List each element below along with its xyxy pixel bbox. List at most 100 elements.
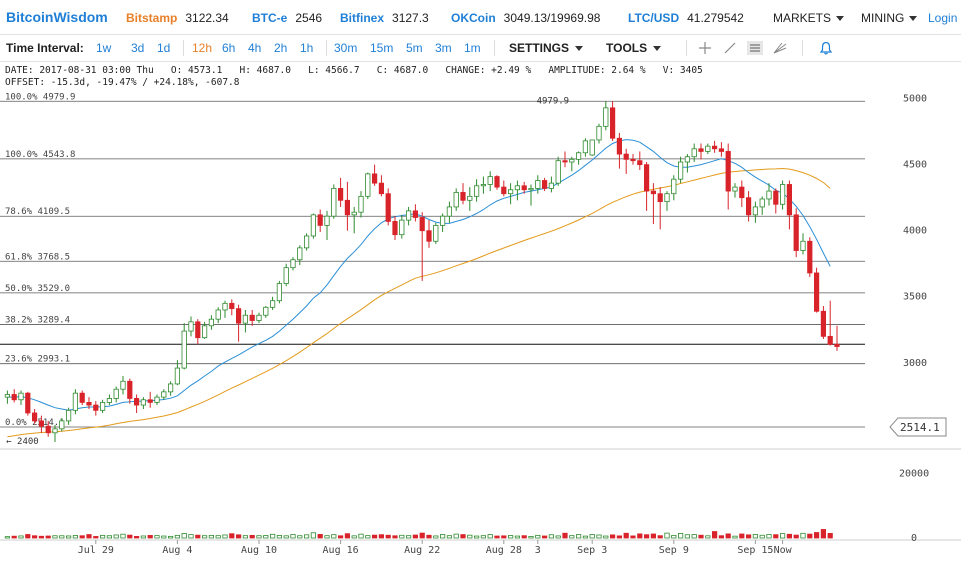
candle-body bbox=[725, 151, 731, 192]
volume-tick-label: 20000 bbox=[899, 468, 929, 479]
fib-level-label: 38.2% 3289.4 bbox=[5, 316, 70, 326]
candle-body bbox=[222, 302, 228, 311]
candle-body bbox=[290, 259, 296, 269]
volume-bar bbox=[589, 534, 595, 539]
volume-bar bbox=[603, 535, 609, 539]
volume-bar bbox=[242, 535, 248, 539]
ticker-btc-e[interactable]: BTC-e 2546 bbox=[252, 11, 322, 25]
interval-1m[interactable]: 1m bbox=[464, 41, 481, 55]
mining-menu[interactable]: MINING bbox=[861, 11, 918, 25]
volume-bar bbox=[100, 534, 106, 539]
volume-bar bbox=[229, 533, 235, 539]
candle-body bbox=[140, 399, 146, 406]
candle-body bbox=[773, 190, 779, 205]
horizontal-lines-icon[interactable] bbox=[747, 41, 763, 55]
volume-bar bbox=[188, 534, 194, 539]
chart-annotation: ← 2400 bbox=[6, 437, 39, 447]
x-tick-label: Sep 3 bbox=[577, 545, 607, 556]
candle-body bbox=[548, 182, 555, 189]
candle-body bbox=[242, 314, 248, 324]
volume-bar bbox=[269, 533, 276, 539]
candle-body bbox=[793, 214, 799, 251]
interval-15m[interactable]: 15m bbox=[370, 41, 394, 55]
interval-5m[interactable]: 5m bbox=[406, 41, 423, 55]
interval-3d[interactable]: 3d bbox=[131, 41, 145, 55]
interval-1w[interactable]: 1w bbox=[96, 41, 112, 55]
candle-body bbox=[378, 182, 385, 195]
candle-body bbox=[256, 314, 262, 321]
candle-body bbox=[460, 191, 466, 201]
login-link[interactable]: Login bbox=[928, 11, 958, 25]
volume-bar bbox=[222, 534, 228, 539]
volume-bar bbox=[542, 535, 548, 539]
candle-body bbox=[562, 160, 568, 163]
volume-bar bbox=[453, 533, 459, 539]
site-logo[interactable]: BitcoinWisdom bbox=[6, 9, 108, 25]
candle-body bbox=[385, 193, 391, 222]
volume-bar bbox=[405, 535, 412, 539]
volume-bar bbox=[691, 534, 697, 539]
interval-6h[interactable]: 6h bbox=[222, 41, 236, 55]
volume-bar bbox=[820, 529, 827, 539]
candle-body bbox=[317, 214, 323, 226]
candle-body bbox=[392, 221, 398, 236]
volume-bar bbox=[487, 534, 493, 539]
candle-body bbox=[344, 199, 351, 216]
x-tick-label: Sep 15 bbox=[737, 545, 773, 556]
candle-body bbox=[766, 190, 772, 200]
candle-body bbox=[555, 160, 561, 184]
interval-1d[interactable]: 1d bbox=[157, 41, 171, 55]
volume-bar bbox=[746, 534, 752, 539]
fan-lines-icon[interactable] bbox=[772, 41, 788, 55]
volume-bar bbox=[419, 532, 425, 539]
trend-line-icon[interactable] bbox=[722, 41, 738, 55]
candle-body bbox=[691, 148, 697, 158]
volume-bar bbox=[344, 533, 351, 539]
candle-body bbox=[644, 164, 650, 192]
settings-menu[interactable]: SETTINGS bbox=[509, 41, 584, 55]
candle-body bbox=[786, 184, 793, 216]
volume-bar bbox=[256, 535, 262, 539]
interval-3m[interactable]: 3m bbox=[435, 41, 452, 55]
chart-toolbar: Time Interval: 1w 3d 1d 12h 6h 4h 2h 1h … bbox=[0, 35, 961, 62]
interval-1h[interactable]: 1h bbox=[300, 41, 314, 55]
markets-menu[interactable]: MARKETS bbox=[773, 11, 845, 25]
volume-bar bbox=[644, 534, 650, 539]
ticker-bitstamp[interactable]: Bitstamp 3122.34 bbox=[126, 11, 229, 25]
volume-bar bbox=[460, 534, 466, 539]
volume-bar bbox=[174, 534, 180, 539]
bell-icon[interactable] bbox=[818, 41, 834, 55]
interval-2h[interactable]: 2h bbox=[274, 41, 288, 55]
volume-bar bbox=[331, 534, 337, 539]
price-tag bbox=[889, 417, 947, 437]
candle-body bbox=[569, 158, 575, 163]
candle-body bbox=[358, 195, 364, 213]
volume-bar bbox=[814, 532, 820, 539]
candle-body bbox=[11, 394, 17, 401]
exchange-price: 41.279542 bbox=[687, 11, 744, 25]
interval-30m[interactable]: 30m bbox=[334, 41, 358, 55]
fib-level-label: 100.0% 4543.8 bbox=[5, 150, 75, 160]
volume-bar bbox=[167, 535, 174, 539]
interval-4h[interactable]: 4h bbox=[248, 41, 262, 55]
volume-bar bbox=[127, 534, 133, 539]
top-bar: BitcoinWisdom Bitstamp 3122.34 BTC-e 2546 … bbox=[0, 0, 961, 35]
ticker-okcoin[interactable]: OKCoin 3049.13/19969.98 bbox=[451, 11, 600, 25]
ticker-bitfinex[interactable]: Bitfinex 3127.3 bbox=[340, 11, 429, 25]
candle-body bbox=[72, 392, 78, 411]
candle-body bbox=[664, 193, 670, 203]
candlestick-chart[interactable]: 100.0% 4979.9 100.0% 4543.8 78.6% 4109.5 61… bbox=[0, 88, 961, 558]
volume-bar bbox=[392, 535, 398, 539]
x-tick-label: Aug 22 bbox=[404, 545, 440, 556]
volume-bar bbox=[18, 535, 24, 539]
candle-body bbox=[45, 425, 51, 434]
tools-menu[interactable]: TOOLS bbox=[606, 41, 662, 55]
candle-body bbox=[453, 191, 459, 208]
volume-bar bbox=[358, 533, 364, 539]
ticker-ltc-usd[interactable]: LTC/USD 41.279542 bbox=[628, 11, 744, 25]
crosshair-icon[interactable] bbox=[697, 41, 713, 55]
candle-body bbox=[596, 125, 602, 141]
interval-12h[interactable]: 12h bbox=[192, 41, 213, 55]
candle-body bbox=[657, 193, 663, 203]
volume-bar bbox=[446, 535, 453, 539]
